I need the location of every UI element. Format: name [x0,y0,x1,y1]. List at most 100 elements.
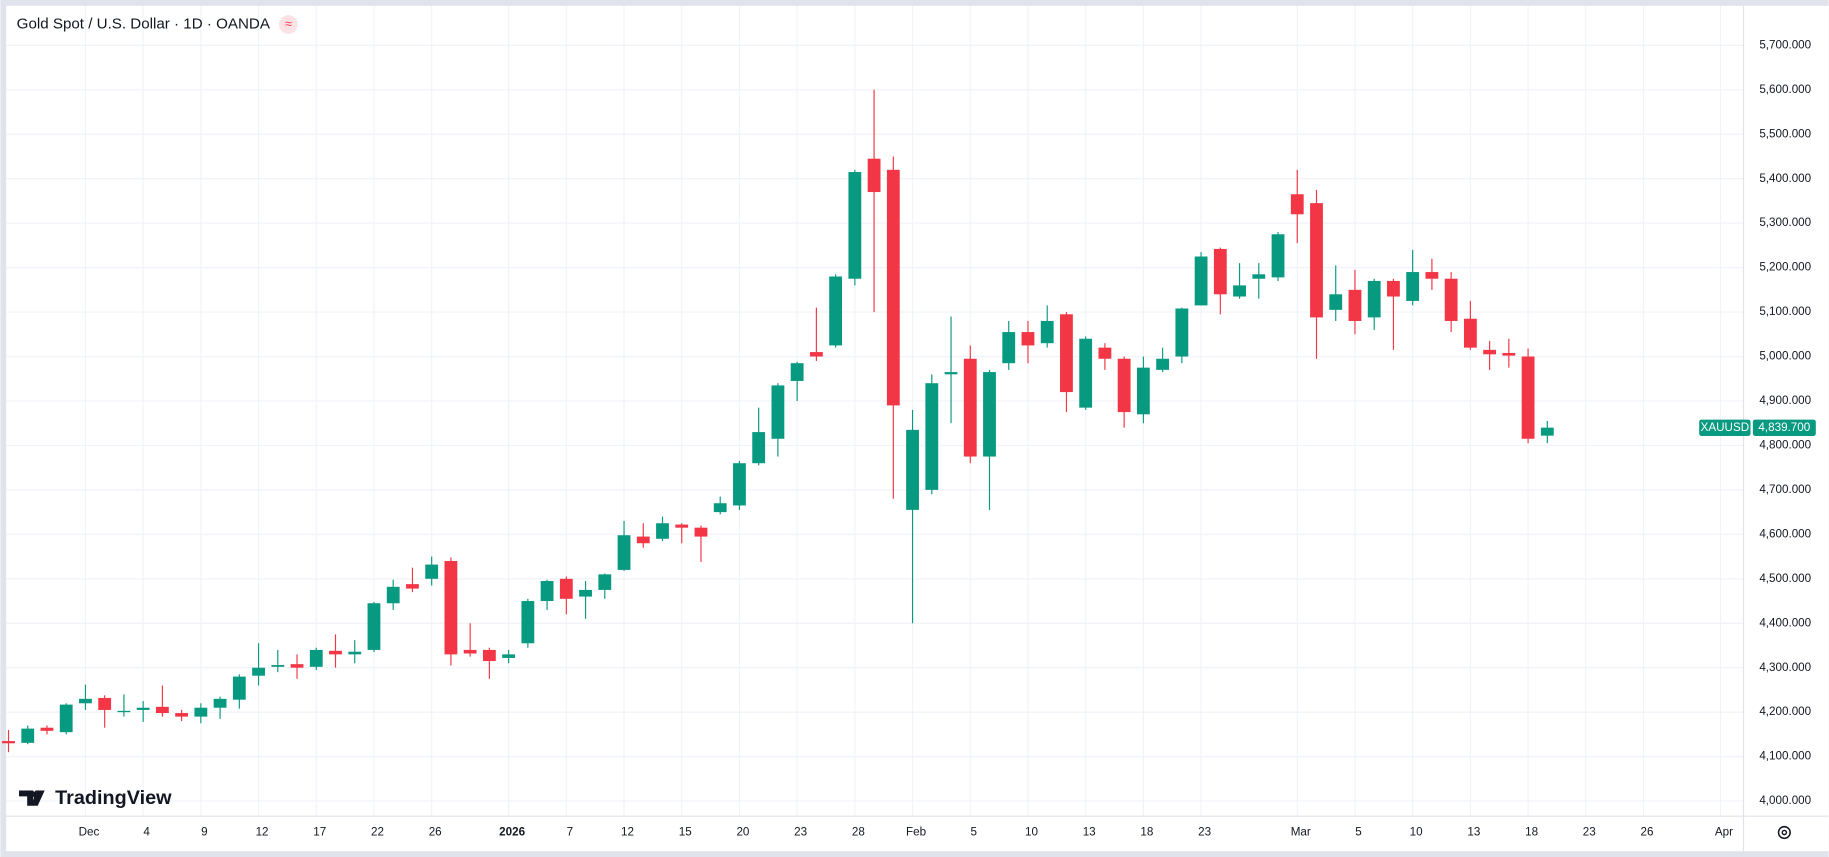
y-tick-label: 5,000.000 [1759,350,1811,363]
candle-body [406,584,419,589]
last-price-tag [1752,419,1816,436]
candle-body [1233,285,1246,297]
candle-body [1271,234,1285,278]
candle-body [1021,332,1035,346]
x-tick-label: 5 [971,826,977,839]
status-icon-text: ≈ [285,16,292,31]
y-tick-label: 4,900.000 [1759,394,1811,407]
logo-dot [30,791,36,797]
candle-body [98,697,112,710]
y-tick-label: 5,600.000 [1759,83,1811,96]
candle-body [1060,314,1073,393]
axes: 4,000.000 4,100.000 4,200.000 4,300.000 4,40… [79,38,1816,839]
candle-body [1194,256,1208,306]
candle-body [348,651,362,655]
y-tick-label: 4,300.000 [1759,661,1811,674]
candle-body [1387,280,1400,297]
candle-body [1098,347,1112,359]
x-tick-label: Dec [79,826,100,839]
symbol-tag [1699,419,1751,436]
x-tick-label: 17 [313,826,326,839]
candle-body [752,432,766,464]
candle-body [1444,278,1458,321]
y-tick-label: 4,400.000 [1759,616,1811,629]
x-tick-label: 15 [679,826,692,839]
candle-body [482,649,496,662]
x-tick-label: 22 [371,826,384,839]
candle-body [59,704,73,733]
candle-body [963,358,977,457]
candle-body [40,727,54,731]
candle-body [117,710,131,713]
candle-body [79,698,92,704]
candle-body [636,536,650,544]
x-tick-label: 10 [1025,826,1038,839]
candle-body [617,535,631,570]
candle-body [1502,352,1516,356]
candle-body [1348,289,1362,321]
candle-body [579,589,592,597]
candle-body [2,741,15,744]
candle-body [983,372,996,457]
candle-body [1040,320,1054,344]
candle-body [386,586,400,604]
candle-body [829,276,843,346]
x-tick-label: 10 [1410,826,1423,839]
candle-body [1540,427,1554,436]
x-tick-label: 9 [201,826,207,839]
candle-body [21,728,35,743]
candle-body [1463,318,1477,348]
candle-body [1002,332,1016,364]
candle-body [425,564,439,579]
settings-icon[interactable] [1777,825,1791,840]
candle-body [1175,308,1189,357]
candle-body [194,707,208,717]
x-tick-label: 28 [852,826,865,839]
candle-body [559,578,573,599]
candle-body [213,698,227,708]
candle-body [1117,358,1131,413]
y-tick-label: 4,700.000 [1759,483,1811,496]
candle-body [713,503,727,513]
y-tick-label: 4,100.000 [1759,750,1811,763]
x-tick-label: 18 [1140,826,1153,839]
candle-body [790,363,804,381]
candle-body [329,650,342,655]
x-tick-label: 23 [1583,826,1596,839]
x-tick-label: 18 [1525,826,1538,839]
candle-body [598,574,612,590]
y-tick-label: 5,500.000 [1759,127,1811,140]
x-tick-label: 13 [1467,826,1480,839]
x-tick-label: 13 [1083,826,1096,839]
x-tick-label: 4 [143,826,150,839]
candle-body [290,664,304,668]
status-icon[interactable] [279,15,298,34]
y-tick-label: 5,300.000 [1759,216,1811,229]
candle-body [1425,272,1439,279]
candle-body [252,667,265,676]
x-tick-label: 12 [621,826,634,839]
y-tick-label: 4,500.000 [1759,572,1811,585]
candle-body [155,706,169,714]
candles [2,89,1554,753]
y-tick-label: 5,200.000 [1759,261,1811,274]
x-tick-label: 23 [794,826,807,839]
candle-body [1483,349,1497,355]
x-tick-label: Mar [1291,826,1311,839]
candle-body [733,463,746,506]
candle-body [444,561,458,655]
candle-body [136,707,150,710]
watermark: TradingView [55,787,172,809]
candle-body [675,524,689,528]
candle-body [886,169,900,406]
symbol-tag-text: XAUUSD [1701,421,1750,434]
candle-body [1079,338,1093,408]
candle-body [463,649,477,654]
candle-body [809,352,823,357]
candle-body [309,649,323,667]
x-tick-label: 26 [1641,826,1654,839]
y-tick-label: 5,700.000 [1759,38,1811,51]
candle-body [367,603,381,650]
candle-body [1156,358,1170,370]
candle-body [521,601,535,644]
